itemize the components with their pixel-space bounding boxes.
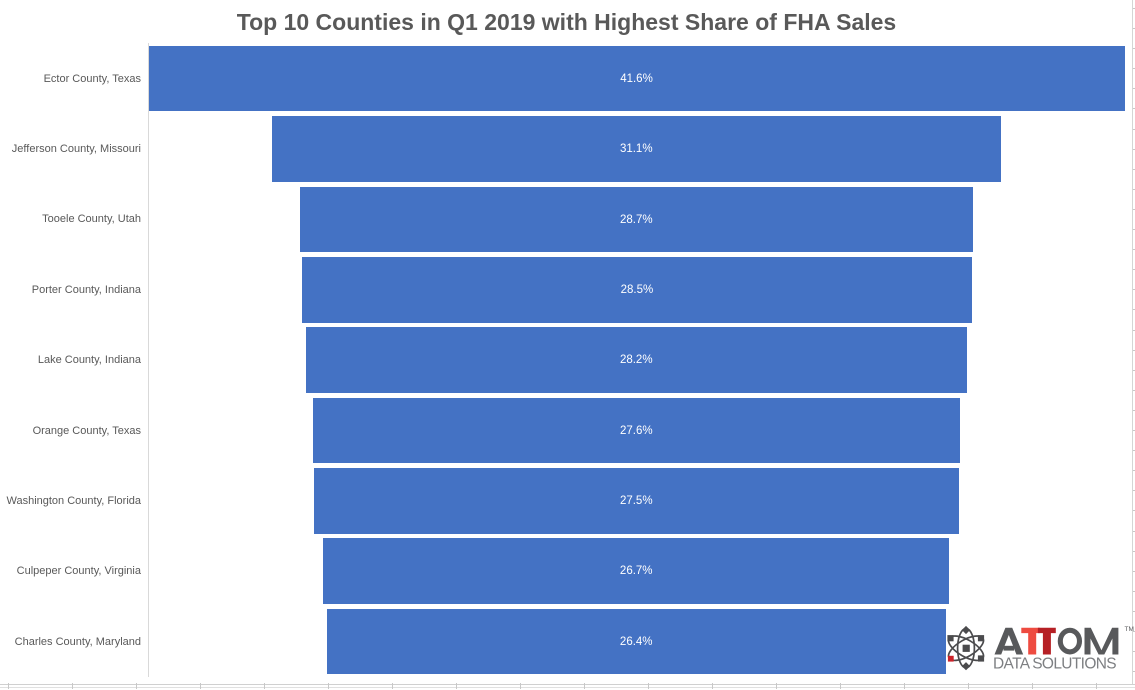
svg-text:TM: TM	[1125, 626, 1134, 633]
svg-text:DATA SOLUTIONS: DATA SOLUTIONS	[993, 656, 1116, 673]
